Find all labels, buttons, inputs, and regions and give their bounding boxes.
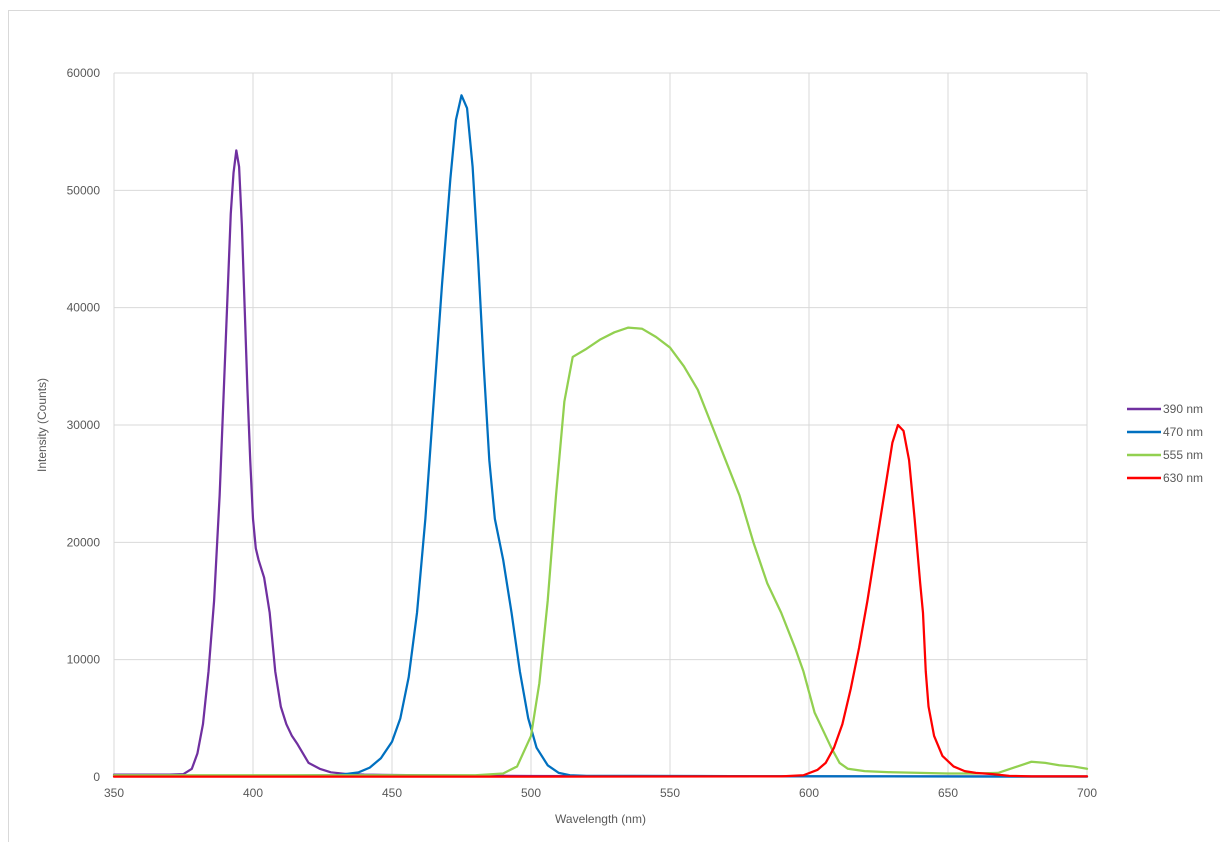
legend-label: 630 nm xyxy=(1163,471,1203,485)
y-tick-label: 10000 xyxy=(67,653,101,667)
legend-label: 390 nm xyxy=(1163,402,1203,416)
x-tick-label: 700 xyxy=(1077,786,1097,800)
x-tick-label: 600 xyxy=(799,786,819,800)
y-axis-title: Intensity (Counts) xyxy=(35,378,49,472)
x-tick-label: 450 xyxy=(382,786,402,800)
series-line-390-nm xyxy=(112,149,1089,778)
x-tick-label: 550 xyxy=(660,786,680,800)
y-tick-label: 0 xyxy=(93,770,100,784)
legend-label: 555 nm xyxy=(1163,448,1203,462)
x-axis-title: Wavelength (nm) xyxy=(555,812,646,826)
legend-label: 470 nm xyxy=(1163,425,1203,439)
y-tick-label: 40000 xyxy=(67,301,101,315)
series-layer xyxy=(112,94,1089,778)
y-tick-label: 20000 xyxy=(67,535,101,549)
gridlines xyxy=(113,72,1088,778)
tick-labels: 350 400 450 500 550 600 650 700 0 10000 20000 30000… xyxy=(67,66,1098,800)
series-line-555-nm xyxy=(112,326,1089,777)
x-tick-label: 500 xyxy=(521,786,541,800)
y-tick-label: 30000 xyxy=(67,418,101,432)
y-tick-label: 60000 xyxy=(67,66,101,80)
x-tick-label: 650 xyxy=(938,786,958,800)
series-line-630-nm xyxy=(112,423,1089,778)
legend: 390 nm 470 nm 555 nm 630 nm xyxy=(1127,402,1203,485)
chart-frame xyxy=(8,10,1220,842)
x-tick-label: 350 xyxy=(104,786,124,800)
y-tick-label: 50000 xyxy=(67,183,101,197)
x-tick-label: 400 xyxy=(243,786,263,800)
series-line-470-nm xyxy=(112,94,1089,778)
